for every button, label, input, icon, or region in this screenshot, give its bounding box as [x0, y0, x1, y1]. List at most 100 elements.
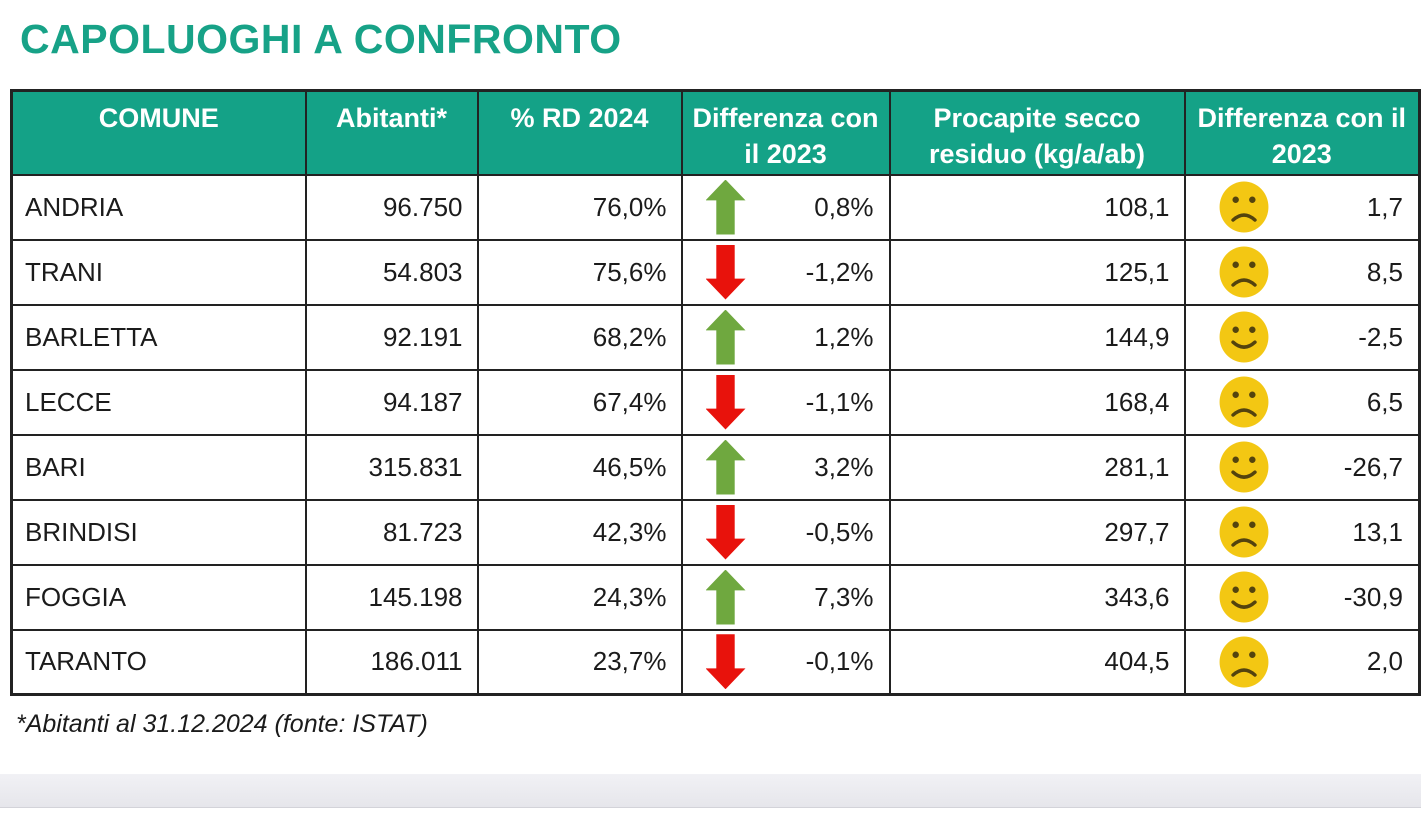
up-arrow-icon [705, 179, 746, 235]
diff-procapite-cell: 8,5 [1183, 238, 1421, 306]
diff-rd-value: 1,2% [814, 321, 874, 352]
diff-procapite-cell: -26,7 [1183, 433, 1421, 501]
column-header-comune: COMUNE [10, 89, 307, 176]
diff-rd-cell: 0,8% [680, 173, 891, 241]
column-header-procapite-secco: Procapite secco residuo (kg/a/ab) [888, 89, 1186, 176]
diff-rd-cell: 7,3% [680, 563, 891, 631]
page-bottom-edge-bar [0, 774, 1421, 808]
sad-face-icon [1219, 181, 1269, 233]
diff-procapite-value: -26,7 [1343, 451, 1403, 482]
table-footnote: *Abitanti al 31.12.2024 (fonte: ISTAT) [16, 710, 428, 738]
rd-2024-cell: 46,5% [476, 433, 683, 501]
diff-procapite-cell: -2,5 [1183, 303, 1421, 371]
column-header-abitanti: Abitanti* [304, 89, 479, 176]
comune-cell: FOGGIA [10, 563, 307, 631]
rd-2024-cell: 68,2% [476, 303, 683, 371]
down-arrow-icon [705, 634, 746, 690]
abitanti-cell: 92.191 [304, 303, 479, 371]
diff-rd-cell: -1,1% [680, 368, 891, 436]
diff-rd-value: 7,3% [814, 581, 874, 612]
diff-procapite-value: -30,9 [1343, 581, 1403, 612]
diff-procapite-value: 2,0 [1366, 646, 1403, 677]
procapite-cell: 281,1 [888, 433, 1186, 501]
table-row: ANDRIA 96.750 76,0% 0,8% 108,1 1,7 [10, 173, 1421, 241]
diff-procapite-value: 13,1 [1352, 516, 1403, 547]
comune-cell: LECCE [10, 368, 307, 436]
up-arrow-icon [705, 309, 746, 365]
diff-rd-value: -1,2% [805, 256, 874, 287]
rd-2024-cell: 76,0% [476, 173, 683, 241]
comune-cell: BARI [10, 433, 307, 501]
column-header-diff-procapite: Differenza con il 2023 [1183, 89, 1421, 176]
abitanti-cell: 186.011 [304, 628, 479, 696]
procapite-cell: 125,1 [888, 238, 1186, 306]
diff-rd-cell: -0,1% [680, 628, 891, 696]
diff-rd-cell: -0,5% [680, 498, 891, 566]
table-header-row: COMUNE Abitanti* % RD 2024 Differenza co… [10, 89, 1421, 176]
table-row: LECCE 94.187 67,4% -1,1% 168,4 6,5 [10, 368, 1421, 436]
happy-face-icon [1219, 441, 1269, 493]
table-row: BARI 315.831 46,5% 3,2% 281,1 -26,7 [10, 433, 1421, 501]
happy-face-icon [1219, 571, 1269, 623]
down-arrow-icon [705, 374, 746, 430]
down-arrow-icon [705, 504, 746, 560]
rd-2024-cell: 42,3% [476, 498, 683, 566]
rd-2024-cell: 23,7% [476, 628, 683, 696]
page-title: CAPOLUOGHI A CONFRONTO [20, 16, 622, 62]
up-arrow-icon [705, 569, 746, 625]
diff-procapite-cell: 13,1 [1183, 498, 1421, 566]
up-arrow-icon [705, 439, 746, 495]
sad-face-icon [1219, 376, 1269, 428]
diff-rd-cell: -1,2% [680, 238, 891, 306]
sad-face-icon [1219, 506, 1269, 558]
abitanti-cell: 54.803 [304, 238, 479, 306]
diff-rd-cell: 1,2% [680, 303, 891, 371]
column-header-diff-rd: Differenza con il 2023 [680, 89, 891, 176]
diff-procapite-value: 1,7 [1366, 191, 1403, 222]
diff-procapite-cell: 6,5 [1183, 368, 1421, 436]
procapite-cell: 108,1 [888, 173, 1186, 241]
procapite-cell: 404,5 [888, 628, 1186, 696]
abitanti-cell: 315.831 [304, 433, 479, 501]
comune-cell: ANDRIA [10, 173, 307, 241]
comune-cell: TARANTO [10, 628, 307, 696]
diff-procapite-cell: -30,9 [1183, 563, 1421, 631]
comuni-comparison-table: COMUNE Abitanti* % RD 2024 Differenza co… [10, 89, 1421, 696]
table-body: ANDRIA 96.750 76,0% 0,8% 108,1 1,7 TRANI… [10, 173, 1421, 696]
abitanti-cell: 81.723 [304, 498, 479, 566]
comune-cell: TRANI [10, 238, 307, 306]
rd-2024-cell: 24,3% [476, 563, 683, 631]
procapite-cell: 144,9 [888, 303, 1186, 371]
diff-procapite-value: 6,5 [1366, 386, 1403, 417]
table-row: FOGGIA 145.198 24,3% 7,3% 343,6 -30,9 [10, 563, 1421, 631]
diff-procapite-value: -2,5 [1358, 321, 1403, 352]
diff-procapite-cell: 2,0 [1183, 628, 1421, 696]
happy-face-icon [1219, 311, 1269, 363]
diff-rd-value: 0,8% [814, 191, 874, 222]
diff-procapite-cell: 1,7 [1183, 173, 1421, 241]
abitanti-cell: 96.750 [304, 173, 479, 241]
procapite-cell: 343,6 [888, 563, 1186, 631]
diff-rd-value: -0,5% [805, 516, 874, 547]
column-header-rd-2024: % RD 2024 [476, 89, 683, 176]
rd-2024-cell: 67,4% [476, 368, 683, 436]
table-row: BARLETTA 92.191 68,2% 1,2% 144,9 -2,5 [10, 303, 1421, 371]
sad-face-icon [1219, 636, 1269, 688]
table-row: TRANI 54.803 75,6% -1,2% 125,1 8,5 [10, 238, 1421, 306]
rd-2024-cell: 75,6% [476, 238, 683, 306]
table-row: TARANTO 186.011 23,7% -0,1% 404,5 2,0 [10, 628, 1421, 696]
down-arrow-icon [705, 244, 746, 300]
diff-rd-value: -0,1% [805, 646, 874, 677]
abitanti-cell: 94.187 [304, 368, 479, 436]
comune-cell: BARLETTA [10, 303, 307, 371]
diff-rd-value: 3,2% [814, 451, 874, 482]
procapite-cell: 297,7 [888, 498, 1186, 566]
sad-face-icon [1219, 246, 1269, 298]
table-row: BRINDISI 81.723 42,3% -0,5% 297,7 13,1 [10, 498, 1421, 566]
diff-rd-value: -1,1% [805, 386, 874, 417]
table-header: COMUNE Abitanti* % RD 2024 Differenza co… [10, 89, 1421, 176]
diff-procapite-value: 8,5 [1366, 256, 1403, 287]
procapite-cell: 168,4 [888, 368, 1186, 436]
abitanti-cell: 145.198 [304, 563, 479, 631]
